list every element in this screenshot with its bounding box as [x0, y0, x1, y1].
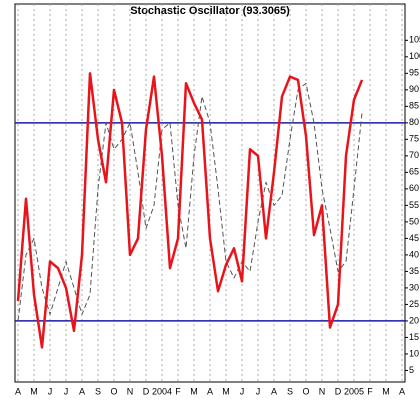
x-tick-label: O [302, 386, 309, 396]
x-tick-label: 2005 [344, 386, 364, 396]
y-tick-label: 60 [409, 183, 419, 193]
y-tick-label: 100 [409, 51, 420, 61]
x-tick-label: N [127, 386, 134, 396]
x-tick-label: M [222, 386, 230, 396]
x-tick-label: F [367, 386, 373, 396]
y-tick-label: 85 [409, 101, 419, 111]
x-tick-label: D [143, 386, 150, 396]
y-tick-label: 45 [409, 233, 419, 243]
y-tick-label: 95 [409, 68, 419, 78]
x-tick-label: O [110, 386, 117, 396]
x-tick-label: S [95, 386, 101, 396]
x-tick-label: J [240, 386, 245, 396]
y-tick-label: 5 [409, 365, 414, 375]
series-line [16, 72, 364, 349]
x-tick-label: S [287, 386, 293, 396]
series-line [17, 82, 363, 321]
x-tick-label: A [15, 386, 21, 396]
x-tick-label: A [79, 386, 85, 396]
x-tick-label: N [319, 386, 326, 396]
y-tick-label: 75 [409, 134, 419, 144]
x-tick-label: A [271, 386, 277, 396]
x-tick-label: J [48, 386, 53, 396]
y-tick-label: 90 [409, 84, 419, 94]
x-tick-label: F [175, 386, 181, 396]
y-tick-label: 70 [409, 150, 419, 160]
y-tick-label: 20 [409, 315, 419, 325]
x-tick-label: J [64, 386, 69, 396]
x-tick-label: D [335, 386, 342, 396]
y-tick-label: 105 [409, 35, 420, 45]
x-tick-label: M [30, 386, 38, 396]
y-tick-label: 35 [409, 266, 419, 276]
y-tick-label: 65 [409, 167, 419, 177]
x-tick-label: 2004 [152, 386, 172, 396]
x-tick-label: A [207, 386, 213, 396]
y-tick-label: 10 [409, 348, 419, 358]
y-tick-label: 55 [409, 200, 419, 210]
y-tick-label: 25 [409, 299, 419, 309]
x-tick-label: A [399, 386, 405, 396]
y-tick-label: 80 [409, 117, 419, 127]
y-tick-label: 30 [409, 282, 419, 292]
x-tick-label: M [190, 386, 198, 396]
y-tick-label: 15 [409, 332, 419, 342]
y-tick-label: 50 [409, 216, 419, 226]
x-tick-label: M [382, 386, 390, 396]
x-tick-label: J [256, 386, 261, 396]
y-tick-label: 40 [409, 249, 419, 259]
